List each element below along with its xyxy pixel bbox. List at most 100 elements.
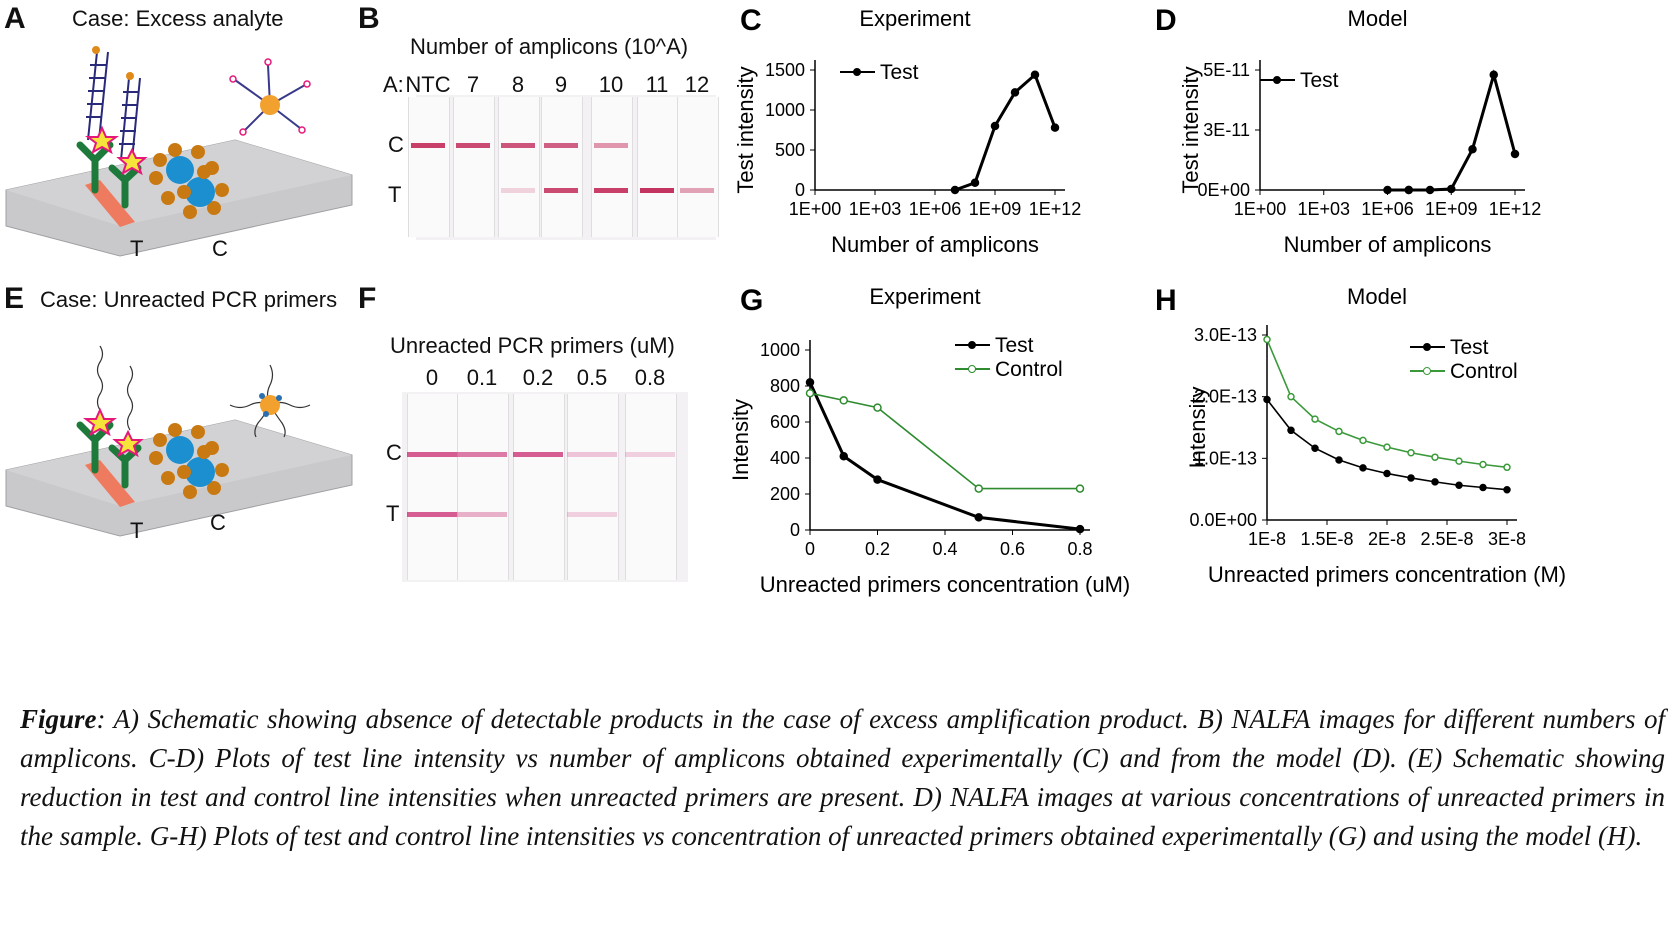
y-tick-label: 5E-11 bbox=[1203, 60, 1250, 80]
legend-label: Test bbox=[1300, 69, 1339, 92]
lane-label: 9 bbox=[554, 72, 568, 97]
data-point bbox=[1335, 456, 1343, 464]
control-line bbox=[513, 452, 563, 457]
gold-nanoparticle-icon bbox=[229, 58, 311, 136]
x-tick-label: 0.2 bbox=[865, 539, 890, 559]
test-line bbox=[680, 188, 714, 193]
y-tick-label: 0.0E+00 bbox=[1189, 510, 1257, 530]
data-point bbox=[1075, 484, 1085, 493]
test-line bbox=[501, 188, 535, 193]
y-tick-label: 200 bbox=[770, 484, 800, 504]
test-line bbox=[544, 188, 578, 193]
y-tick-label: 3.0E-13 bbox=[1194, 325, 1257, 345]
data-point bbox=[1455, 481, 1463, 489]
data-point bbox=[1359, 464, 1367, 472]
data-point bbox=[1010, 88, 1020, 97]
data-point bbox=[1431, 478, 1439, 486]
x-tick-label: 1E+06 bbox=[909, 199, 962, 219]
primer-strand-icon bbox=[96, 345, 134, 431]
lane-label: 8 bbox=[511, 72, 525, 97]
legend-label: Test bbox=[995, 334, 1034, 357]
data-point bbox=[1503, 485, 1511, 494]
y-tick-label: 0 bbox=[795, 180, 805, 200]
data-point bbox=[805, 378, 815, 387]
panel-letter-a: A bbox=[4, 2, 26, 35]
y-tick-label: 0 bbox=[790, 520, 800, 540]
data-point bbox=[873, 475, 882, 484]
data-point bbox=[974, 513, 983, 522]
test-strip bbox=[677, 97, 719, 237]
test-strip bbox=[625, 394, 677, 580]
data-point bbox=[1287, 426, 1295, 435]
chart-h: H Model 1E-8 1.5E-8 2E-8 2.5E-8 3E-8 0.0E+00 1.0… bbox=[1155, 284, 1566, 587]
x-tick-label: 0 bbox=[805, 539, 815, 559]
test-line bbox=[640, 188, 674, 193]
legend-label: Test bbox=[1450, 336, 1489, 359]
chart-g: G Experiment 0 0.2 0.4 0.6 0.8 0 200 400 600 800 100… bbox=[728, 284, 1130, 597]
x-axis-label: Unreacted primers concentration (uM) bbox=[760, 572, 1130, 597]
control-line bbox=[407, 452, 457, 457]
data-point bbox=[805, 388, 815, 398]
lane-label: 0.5 bbox=[576, 365, 608, 390]
series-line-test bbox=[808, 381, 1081, 531]
control-particle-cluster-icon bbox=[149, 143, 229, 219]
data-point bbox=[1030, 70, 1040, 80]
data-point bbox=[1359, 436, 1367, 445]
test-line bbox=[457, 512, 507, 517]
chart-title: Model bbox=[1347, 284, 1407, 309]
x-tick-label: 1E+00 bbox=[789, 199, 842, 219]
data-point bbox=[990, 121, 1000, 131]
control-line bbox=[456, 143, 490, 148]
panel-letter: G bbox=[740, 284, 763, 317]
strip-f-c-label: C bbox=[386, 440, 402, 465]
test-strip bbox=[408, 97, 450, 237]
data-point bbox=[1311, 415, 1319, 423]
control-line bbox=[501, 143, 535, 148]
test-strip bbox=[513, 394, 565, 580]
lane-label: 0 bbox=[425, 365, 439, 390]
control-line bbox=[567, 452, 617, 457]
series-line-test bbox=[1387, 69, 1517, 192]
chart-title: Experiment bbox=[869, 284, 980, 309]
data-point bbox=[974, 484, 983, 493]
panel-f-title: Unreacted PCR primers (uM) bbox=[390, 333, 675, 358]
control-line bbox=[625, 452, 675, 457]
data-point bbox=[1075, 524, 1085, 534]
x-tick-label: 0.8 bbox=[1067, 539, 1092, 559]
legend-label: Control bbox=[995, 358, 1063, 381]
x-tick-label: 1E+03 bbox=[1297, 199, 1350, 219]
test-line bbox=[407, 512, 457, 517]
lane-label: 0.1 bbox=[466, 365, 498, 390]
y-tick-label: 600 bbox=[770, 412, 800, 432]
lane-label: 11 bbox=[645, 72, 669, 97]
test-strip bbox=[453, 97, 495, 237]
legend-label: Control bbox=[1450, 360, 1518, 383]
x-tick-label: 2E-8 bbox=[1368, 529, 1406, 549]
schematic-a-c-label: C bbox=[212, 236, 228, 261]
lane-label: 0.2 bbox=[522, 365, 554, 390]
lane-label: NTC bbox=[405, 72, 451, 97]
y-tick-label: 2.0E-13 bbox=[1194, 387, 1257, 407]
data-point bbox=[1510, 149, 1520, 159]
amplicon-ladder-icon bbox=[86, 51, 141, 161]
legend-label: Test bbox=[880, 61, 919, 84]
data-point bbox=[1050, 123, 1060, 132]
y-tick-label: 400 bbox=[770, 448, 800, 468]
x-tick-label: 3E-8 bbox=[1488, 529, 1526, 549]
legend-marker bbox=[853, 68, 861, 76]
panel-letter-e: E bbox=[4, 282, 25, 315]
figure-caption: Figure: A) Schematic showing absence of … bbox=[20, 700, 1665, 856]
data-point bbox=[1263, 395, 1271, 404]
x-tick-label: 1E+12 bbox=[1029, 199, 1082, 219]
test-strip bbox=[407, 394, 459, 580]
data-point bbox=[1479, 460, 1487, 469]
y-tick-label: 500 bbox=[775, 140, 805, 160]
x-tick-label: 1E-8 bbox=[1248, 529, 1286, 549]
schematic-excess-analyte bbox=[5, 46, 353, 257]
panel-b-row-prefix: A: bbox=[383, 72, 404, 97]
data-point bbox=[1335, 427, 1343, 436]
x-axis-label: Number of amplicons bbox=[1284, 232, 1492, 257]
data-point bbox=[839, 451, 848, 461]
y-axis-label: Intensity bbox=[728, 399, 753, 481]
test-strip bbox=[541, 97, 583, 237]
